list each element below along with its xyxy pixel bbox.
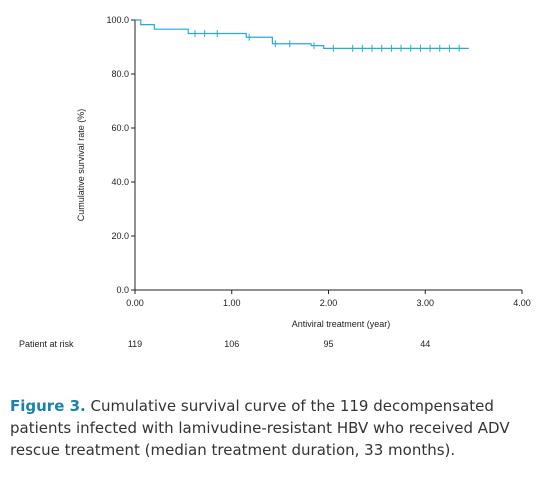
- y-tick-label: 40.0: [111, 177, 129, 187]
- y-axis-title: Cumulative survival rate (%): [76, 109, 86, 222]
- y-tick-label: 80.0: [111, 69, 129, 79]
- y-tick-label: 20.0: [111, 231, 129, 241]
- caption-text: Cumulative survival curve of the 119 dec…: [10, 397, 510, 459]
- y-tick-label: 60.0: [111, 123, 129, 133]
- risk-table-value: 44: [420, 339, 431, 349]
- x-tick-label: 0.00: [126, 298, 144, 308]
- x-tick-label: 3.00: [416, 298, 434, 308]
- x-tick-label: 4.00: [513, 298, 531, 308]
- y-tick-label: 100.0: [106, 15, 129, 25]
- risk-table-value: 95: [323, 339, 334, 349]
- risk-table-value: 106: [224, 339, 240, 349]
- risk-table-value: 119: [127, 339, 143, 349]
- y-tick-label: 0.0: [116, 285, 129, 295]
- survival-curve-line: [135, 19, 469, 49]
- axes: 0.0 20.0 40.0 60.0 80.0 100.0 0.00 1.00 2.00 3.00…: [106, 15, 530, 308]
- figure-caption: Figure 3. Cumulative survival curve of t…: [10, 395, 537, 461]
- risk-table-title: Patient at risk: [19, 339, 74, 349]
- survival-curve-group: [135, 19, 469, 52]
- figure-label: Figure 3.: [10, 397, 86, 415]
- x-axis-title: Antiviral treatment (year): [292, 319, 391, 329]
- x-tick-label: 1.00: [223, 298, 241, 308]
- x-tick-label: 2.00: [320, 298, 338, 308]
- survival-chart: 0.0 20.0 40.0 60.0 80.0 100.0 0.00 1.00 2.00 3.00…: [76, 15, 531, 329]
